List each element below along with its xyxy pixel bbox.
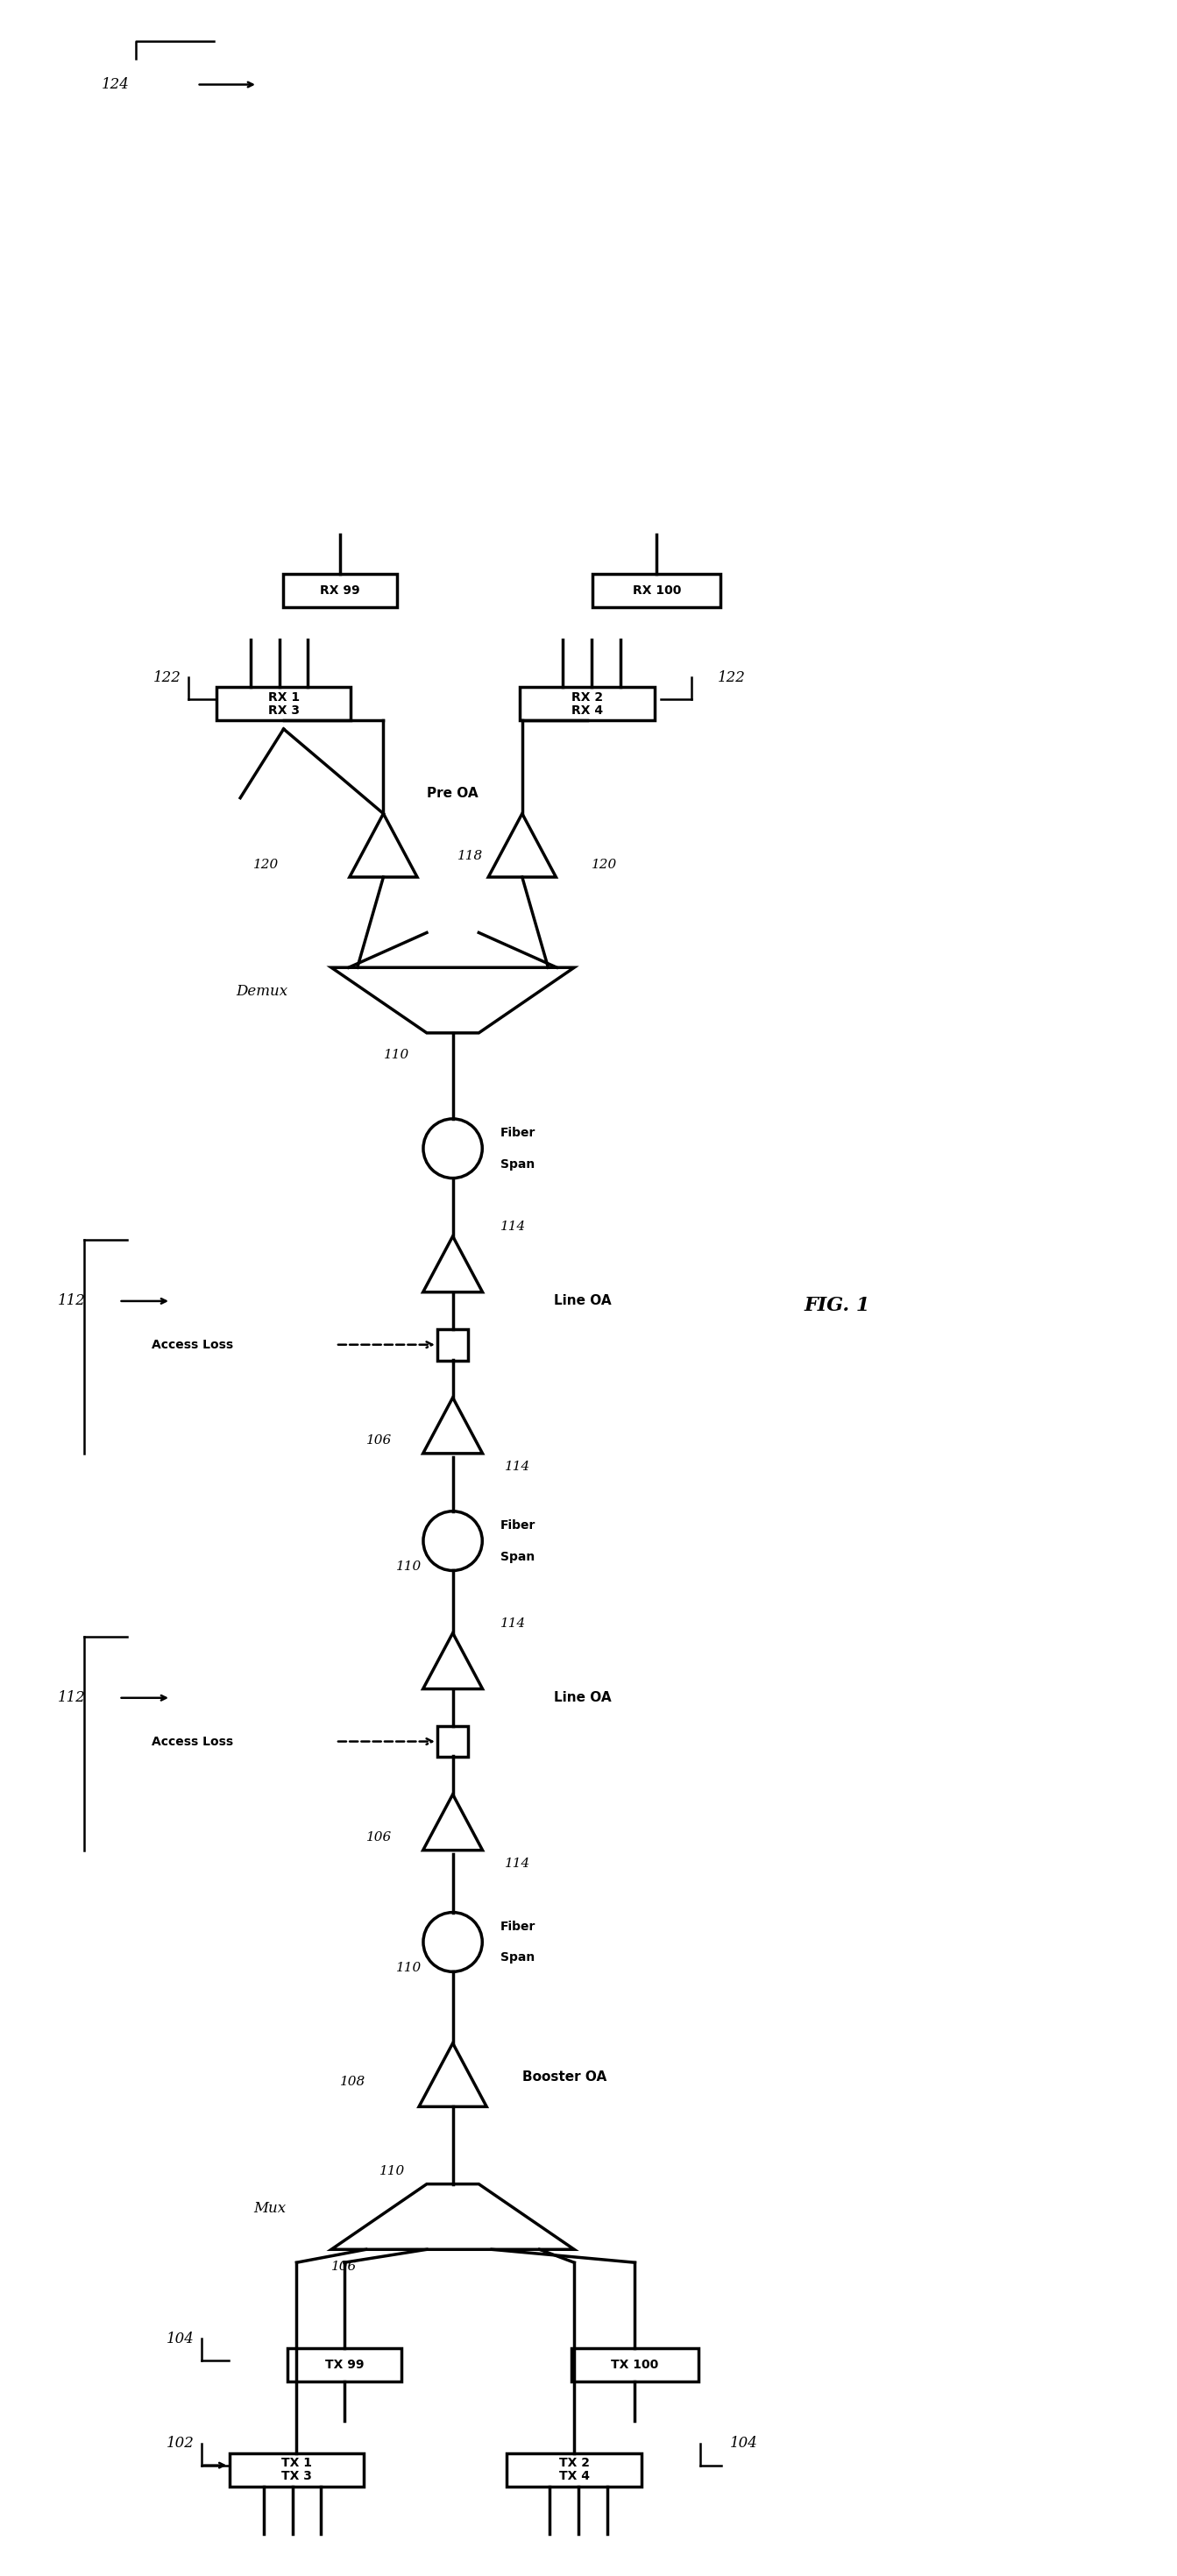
Text: TX 99: TX 99 — [325, 2360, 364, 2370]
Text: FIG. 1: FIG. 1 — [804, 1296, 870, 1316]
Bar — [593, 574, 720, 608]
Text: 108: 108 — [340, 2076, 366, 2087]
Bar — [217, 688, 351, 721]
Text: 120: 120 — [253, 858, 279, 871]
Text: 106: 106 — [366, 1832, 392, 1844]
Bar — [507, 2452, 641, 2486]
Bar — [520, 688, 654, 721]
Text: RX 1
RX 3: RX 1 RX 3 — [268, 690, 299, 716]
Text: Demux: Demux — [235, 984, 287, 999]
Text: 120: 120 — [592, 858, 617, 871]
Text: 102: 102 — [166, 2437, 194, 2450]
Text: 114: 114 — [505, 1857, 531, 1870]
Text: 110: 110 — [379, 2164, 405, 2177]
Text: 110: 110 — [384, 1048, 410, 1061]
Text: Fiber: Fiber — [500, 1520, 536, 1530]
Bar — [437, 1329, 468, 1360]
Text: TX 2
TX 4: TX 2 TX 4 — [559, 2458, 590, 2483]
Text: Line OA: Line OA — [554, 1296, 612, 1309]
Bar — [230, 2452, 364, 2486]
Text: Booster OA: Booster OA — [523, 2071, 606, 2084]
Text: Span: Span — [500, 1953, 534, 1963]
Text: 110: 110 — [397, 1561, 423, 1574]
Text: 118: 118 — [457, 850, 483, 863]
Text: 112: 112 — [58, 1293, 86, 1309]
Text: Access Loss: Access Loss — [152, 1340, 233, 1350]
Text: 122: 122 — [153, 670, 181, 685]
Bar — [437, 1726, 468, 1757]
Text: 114: 114 — [500, 1221, 526, 1234]
Text: 104: 104 — [166, 2331, 194, 2347]
Text: 124: 124 — [101, 77, 129, 93]
Text: RX 100: RX 100 — [632, 585, 680, 598]
Bar — [282, 574, 397, 608]
Text: RX 99: RX 99 — [320, 585, 360, 598]
Text: Span: Span — [500, 1551, 534, 1564]
Text: RX 2
RX 4: RX 2 RX 4 — [571, 690, 603, 716]
Text: 112: 112 — [58, 1690, 86, 1705]
Text: 114: 114 — [500, 1618, 526, 1631]
Text: TX 100: TX 100 — [611, 2360, 659, 2370]
Bar — [571, 2349, 699, 2383]
Text: 106: 106 — [332, 2262, 357, 2272]
Text: Access Loss: Access Loss — [152, 1736, 233, 1747]
Text: TX 1
TX 3: TX 1 TX 3 — [281, 2458, 312, 2483]
Text: 122: 122 — [717, 670, 745, 685]
Text: Line OA: Line OA — [554, 1692, 612, 1705]
Text: 104: 104 — [730, 2437, 758, 2450]
Bar — [287, 2349, 401, 2383]
Text: Fiber: Fiber — [500, 1126, 536, 1139]
Text: 114: 114 — [505, 1461, 531, 1473]
Text: 110: 110 — [397, 1963, 423, 1973]
Text: 106: 106 — [366, 1435, 392, 1448]
Text: Fiber: Fiber — [500, 1919, 536, 1932]
Text: Mux: Mux — [253, 2200, 286, 2215]
Text: Span: Span — [500, 1159, 534, 1170]
Text: Pre OA: Pre OA — [427, 788, 479, 801]
